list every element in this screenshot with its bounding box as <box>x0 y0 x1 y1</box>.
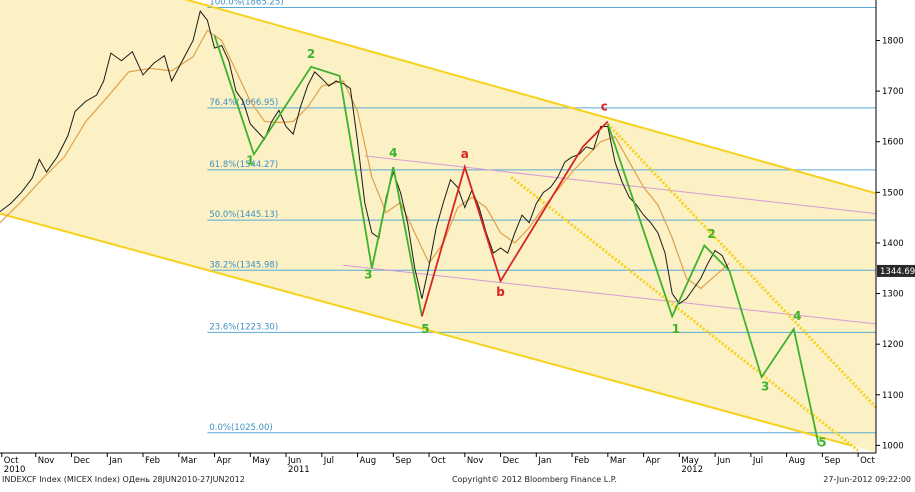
wave-label: 5 <box>818 435 826 449</box>
last-value-label: 1344.69 <box>880 267 915 277</box>
wave-label: 3 <box>364 267 372 281</box>
footer-instrument: INDEXCF Index (MICEX Index) ОДень 28JUN2… <box>2 475 245 484</box>
channel-outer-lower <box>0 212 852 447</box>
y-tick-label: 1800 <box>882 36 904 46</box>
y-tick-label: 1600 <box>882 138 904 148</box>
y-tick-label: 1700 <box>882 87 904 97</box>
wave-label: 4 <box>389 146 397 160</box>
x-tick-label: Dec <box>503 456 520 466</box>
x-tick-label: Aug <box>789 456 806 466</box>
x-tick-label: Jan <box>108 456 122 466</box>
wave-label: c <box>601 99 608 113</box>
channel-fill <box>0 0 876 453</box>
x-tick-label: Feb <box>574 456 589 466</box>
x-tick-label: Jul <box>752 456 763 466</box>
elliott-waves: 1 2 3 4 5 a b c 1 2 3 4 5 <box>213 35 827 449</box>
x-tick-label: Nov <box>467 456 484 466</box>
x-tick-label: Mar <box>610 456 627 466</box>
footer-copyright: Copyright© 2012 Bloomberg Finance L.P. <box>452 475 617 484</box>
red-wave-line <box>421 120 609 317</box>
x-tick-label: Sep <box>824 456 840 466</box>
fib-label: 0.0%(1025.00) <box>209 423 272 433</box>
y-tick-label: 1100 <box>882 391 904 401</box>
channel-right-upper <box>606 122 878 409</box>
channel-lines <box>0 0 878 452</box>
wave-label: 4 <box>793 309 801 323</box>
x-tick-label: Apr <box>217 456 232 466</box>
x-tick-label: May <box>681 456 699 466</box>
x-tick-label: Jan <box>537 456 551 466</box>
channel-outer-upper <box>184 0 877 195</box>
x-tick-label: Mar <box>181 456 198 466</box>
x-tick-label: Oct <box>860 456 875 466</box>
green-wave-line <box>213 35 423 317</box>
wave-label: 2 <box>307 47 315 61</box>
wave-label: 5 <box>421 322 429 336</box>
green-wave-line <box>606 123 820 446</box>
x-tick-label: Feb <box>145 456 160 466</box>
x-tick-label: Sep <box>395 456 411 466</box>
wave-label: a <box>461 147 469 161</box>
x-tick-label: Oct <box>431 456 446 466</box>
wave-label: 3 <box>761 380 769 394</box>
wave-label: 1 <box>246 153 254 167</box>
x-tick-label: Dec <box>74 456 91 466</box>
channel-mid-upper <box>364 155 877 215</box>
axes: 1000110012001300140015001600170018001344… <box>0 0 915 475</box>
x-tick-label: Nov <box>38 456 55 466</box>
channel-fill-layer <box>0 0 876 453</box>
x-tick-label: Jul <box>323 456 334 466</box>
x-tick-label: Oct <box>4 456 19 466</box>
x-tick-label: Jun <box>716 456 730 466</box>
fib-label: 38.2%(1345.98) <box>209 260 278 270</box>
x-year-label: 2011 <box>288 465 310 475</box>
last-value-badge <box>877 264 915 277</box>
footer-timestamp: 27-Jun-2012 09:22:00 <box>823 475 911 484</box>
x-tick-label: Apr <box>646 456 661 466</box>
y-tick-label: 1500 <box>882 188 904 198</box>
x-year-label: 2010 <box>4 465 26 475</box>
x-tick-label: Aug <box>360 456 377 466</box>
fib-label: 23.6%(1223.30) <box>209 322 278 332</box>
x-tick-label: Jun <box>287 456 301 466</box>
y-tick-label: 1400 <box>882 239 904 249</box>
wave-label: b <box>496 285 505 299</box>
wave-label: 1 <box>672 322 680 336</box>
x-tick-label: May <box>252 456 270 466</box>
x-year-label: 2012 <box>681 465 703 475</box>
channel-right-lower <box>510 175 860 452</box>
fib-label: 50.0%(1445.13) <box>209 210 278 220</box>
fib-label: 61.8%(1544.27) <box>209 160 278 170</box>
y-tick-label: 1000 <box>882 441 904 451</box>
y-tick-label: 1200 <box>882 340 904 350</box>
fib-label: 100.0%(1865.25) <box>209 0 283 7</box>
y-tick-label: 1300 <box>882 290 904 300</box>
wave-label: 2 <box>707 227 715 241</box>
